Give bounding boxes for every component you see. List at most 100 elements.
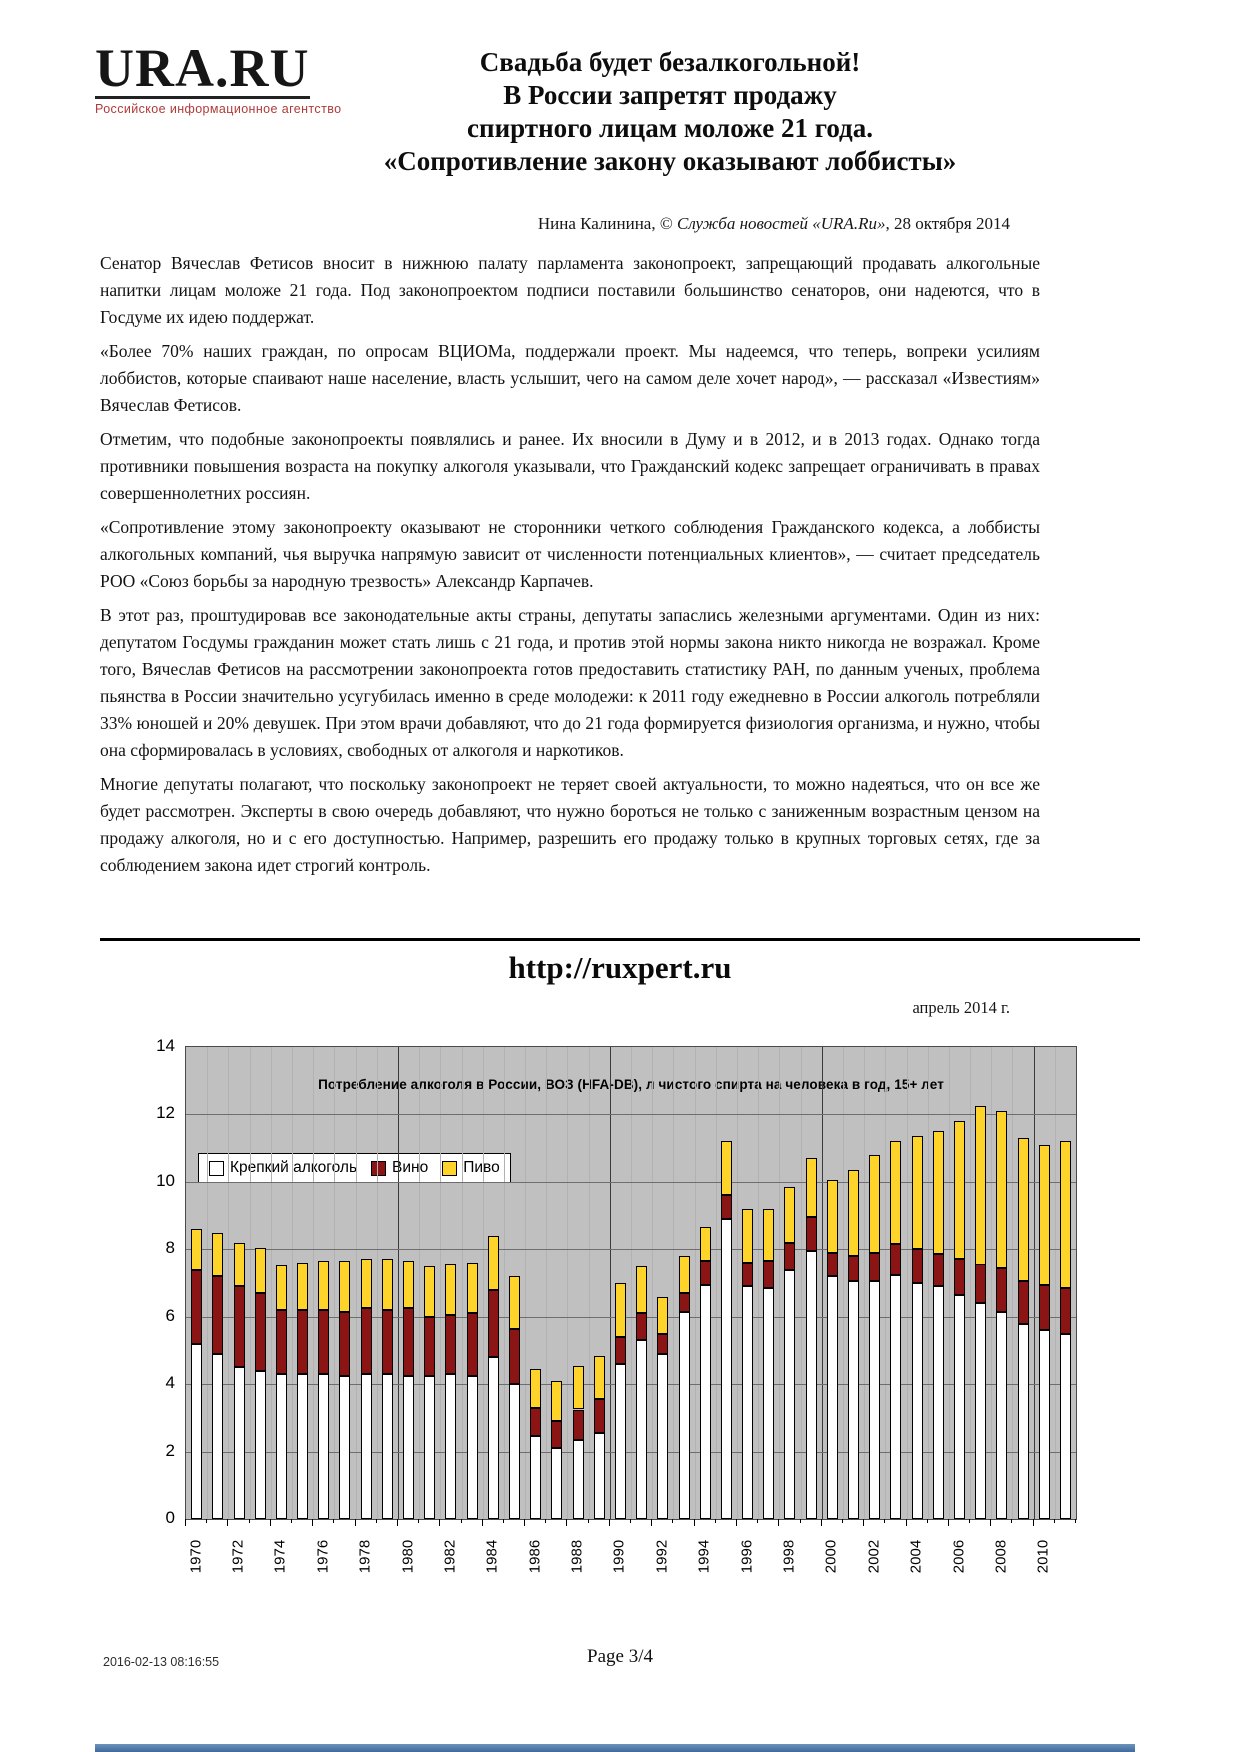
paragraph: «Сопротивление этому законопроекту оказы…: [100, 517, 1040, 591]
x-axis-tick: [778, 1519, 780, 1526]
bar-segment-beer: [424, 1266, 436, 1317]
headline-line-2: В России запретят продажу: [503, 80, 837, 110]
x-axis-label: 2002: [865, 1539, 883, 1574]
bar-segment-wine: [954, 1259, 965, 1295]
x-axis-tick: [693, 1519, 695, 1526]
bar-segment-wine: [805, 1217, 817, 1251]
bar-segment-strong: [975, 1303, 987, 1519]
x-axis-label: 2010: [1034, 1539, 1052, 1574]
x-axis-tick: [1053, 1519, 1055, 1523]
bar-segment-wine: [530, 1407, 542, 1437]
year-gridline: [376, 1047, 378, 1519]
bar-segment-strong: [954, 1294, 965, 1519]
legend-item: Крепкий алкоголь: [209, 1159, 357, 1177]
x-axis-tick: [460, 1519, 462, 1523]
x-axis-tick: [502, 1519, 504, 1523]
bar-segment-beer: [763, 1208, 775, 1262]
bar-segment-strong: [890, 1274, 902, 1519]
year-gridline: [842, 1047, 844, 1519]
year-gridline: [737, 1047, 738, 1519]
bar-segment-wine: [932, 1254, 944, 1287]
bar-segment-strong: [869, 1281, 881, 1519]
x-axis-tick: [947, 1519, 949, 1526]
x-axis-tick: [481, 1519, 483, 1526]
x-axis-tick: [333, 1519, 335, 1523]
bar-segment-beer: [784, 1186, 796, 1243]
x-axis-tick: [651, 1519, 653, 1526]
year-gridline: [694, 1047, 696, 1519]
bar-segment-wine: [636, 1313, 648, 1341]
article-headline: Свадьба будет безалкогольной! В России з…: [320, 46, 1020, 178]
bar-segment-wine: [678, 1293, 690, 1312]
bar-segment-beer: [869, 1154, 881, 1253]
bar-segment-strong: [1038, 1330, 1050, 1519]
bar-segment-strong: [254, 1370, 266, 1519]
bar-segment-strong: [636, 1340, 648, 1519]
bar-segment-beer: [254, 1247, 266, 1294]
bar-segment-wine: [784, 1242, 796, 1270]
x-axis-tick: [714, 1519, 716, 1523]
x-axis-tick: [566, 1519, 568, 1526]
bar-segment-wine: [1038, 1284, 1050, 1331]
bar-segment-beer: [890, 1141, 902, 1245]
y-axis-label: 2: [165, 1440, 175, 1460]
year-gridline: [461, 1047, 463, 1519]
bar-segment-wine: [763, 1261, 775, 1289]
ruxpert-link[interactable]: http://ruxpert.ru: [508, 950, 732, 985]
x-axis-label: 1992: [653, 1539, 671, 1574]
x-axis-tick: [736, 1519, 737, 1526]
bar-segment-beer: [360, 1259, 372, 1309]
legend-label: Крепкий алкоголь: [230, 1159, 358, 1176]
bar-segment-wine: [572, 1409, 584, 1440]
year-gridline: [546, 1047, 548, 1519]
bar-segment-wine: [699, 1261, 711, 1285]
x-axis-tick: [1011, 1519, 1013, 1523]
chart-legend: Крепкий алкоголь Вино Пиво: [198, 1153, 511, 1183]
bar-segment-strong: [720, 1218, 732, 1519]
y-axis-label: 10: [156, 1170, 175, 1190]
year-gridline: [631, 1047, 632, 1519]
bar-segment-beer: [191, 1229, 203, 1270]
x-axis-tick: [587, 1519, 589, 1523]
decade-gridline: [1033, 1047, 1035, 1519]
bar-segment-beer: [381, 1259, 393, 1310]
x-axis-label: 1984: [483, 1539, 501, 1574]
year-gridline: [800, 1047, 802, 1519]
year-gridline: [758, 1047, 760, 1519]
headline-line-3: спиртного лицам моложе 21 года.: [467, 113, 873, 143]
bar-segment-beer: [403, 1261, 414, 1309]
bar-segment-beer: [233, 1242, 245, 1287]
year-gridline: [864, 1047, 866, 1519]
x-axis-label: 1970: [187, 1539, 205, 1574]
x-axis-tick: [905, 1519, 907, 1526]
bar-segment-strong: [911, 1283, 923, 1519]
x-axis-tick: [884, 1519, 886, 1523]
x-axis-tick: [799, 1519, 801, 1523]
bar-segment-strong: [212, 1353, 224, 1519]
year-gridline: [948, 1047, 950, 1519]
bar-segment-beer: [339, 1261, 351, 1312]
year-gridline: [503, 1047, 505, 1519]
bar-segment-strong: [509, 1384, 520, 1519]
bar-segment-beer: [1038, 1144, 1050, 1285]
year-gridline: [673, 1047, 675, 1519]
x-axis-tick: [1075, 1519, 1076, 1523]
bar-segment-strong: [297, 1374, 308, 1519]
paragraph: Многие депутаты полагают, что поскольку …: [100, 774, 1040, 875]
x-axis-tick: [757, 1519, 759, 1523]
x-axis-label: 1990: [610, 1539, 628, 1574]
year-gridline: [1054, 1047, 1056, 1519]
paragraph: В этот раз, проштудировав все законодате…: [100, 605, 1040, 760]
bar-segment-strong: [826, 1276, 838, 1519]
x-axis-label: 1994: [695, 1539, 713, 1574]
bar-segment-strong: [233, 1367, 245, 1519]
x-axis-label: 1988: [568, 1539, 586, 1574]
bar-segment-strong: [614, 1363, 626, 1519]
bar-segment-beer: [530, 1368, 542, 1408]
bar-segment-beer: [614, 1283, 626, 1337]
year-gridline: [249, 1047, 251, 1519]
bar-segment-strong: [657, 1353, 669, 1519]
bar-segment-wine: [466, 1313, 478, 1376]
x-axis-tick: [206, 1519, 208, 1523]
bar-segment-strong: [1059, 1333, 1071, 1519]
